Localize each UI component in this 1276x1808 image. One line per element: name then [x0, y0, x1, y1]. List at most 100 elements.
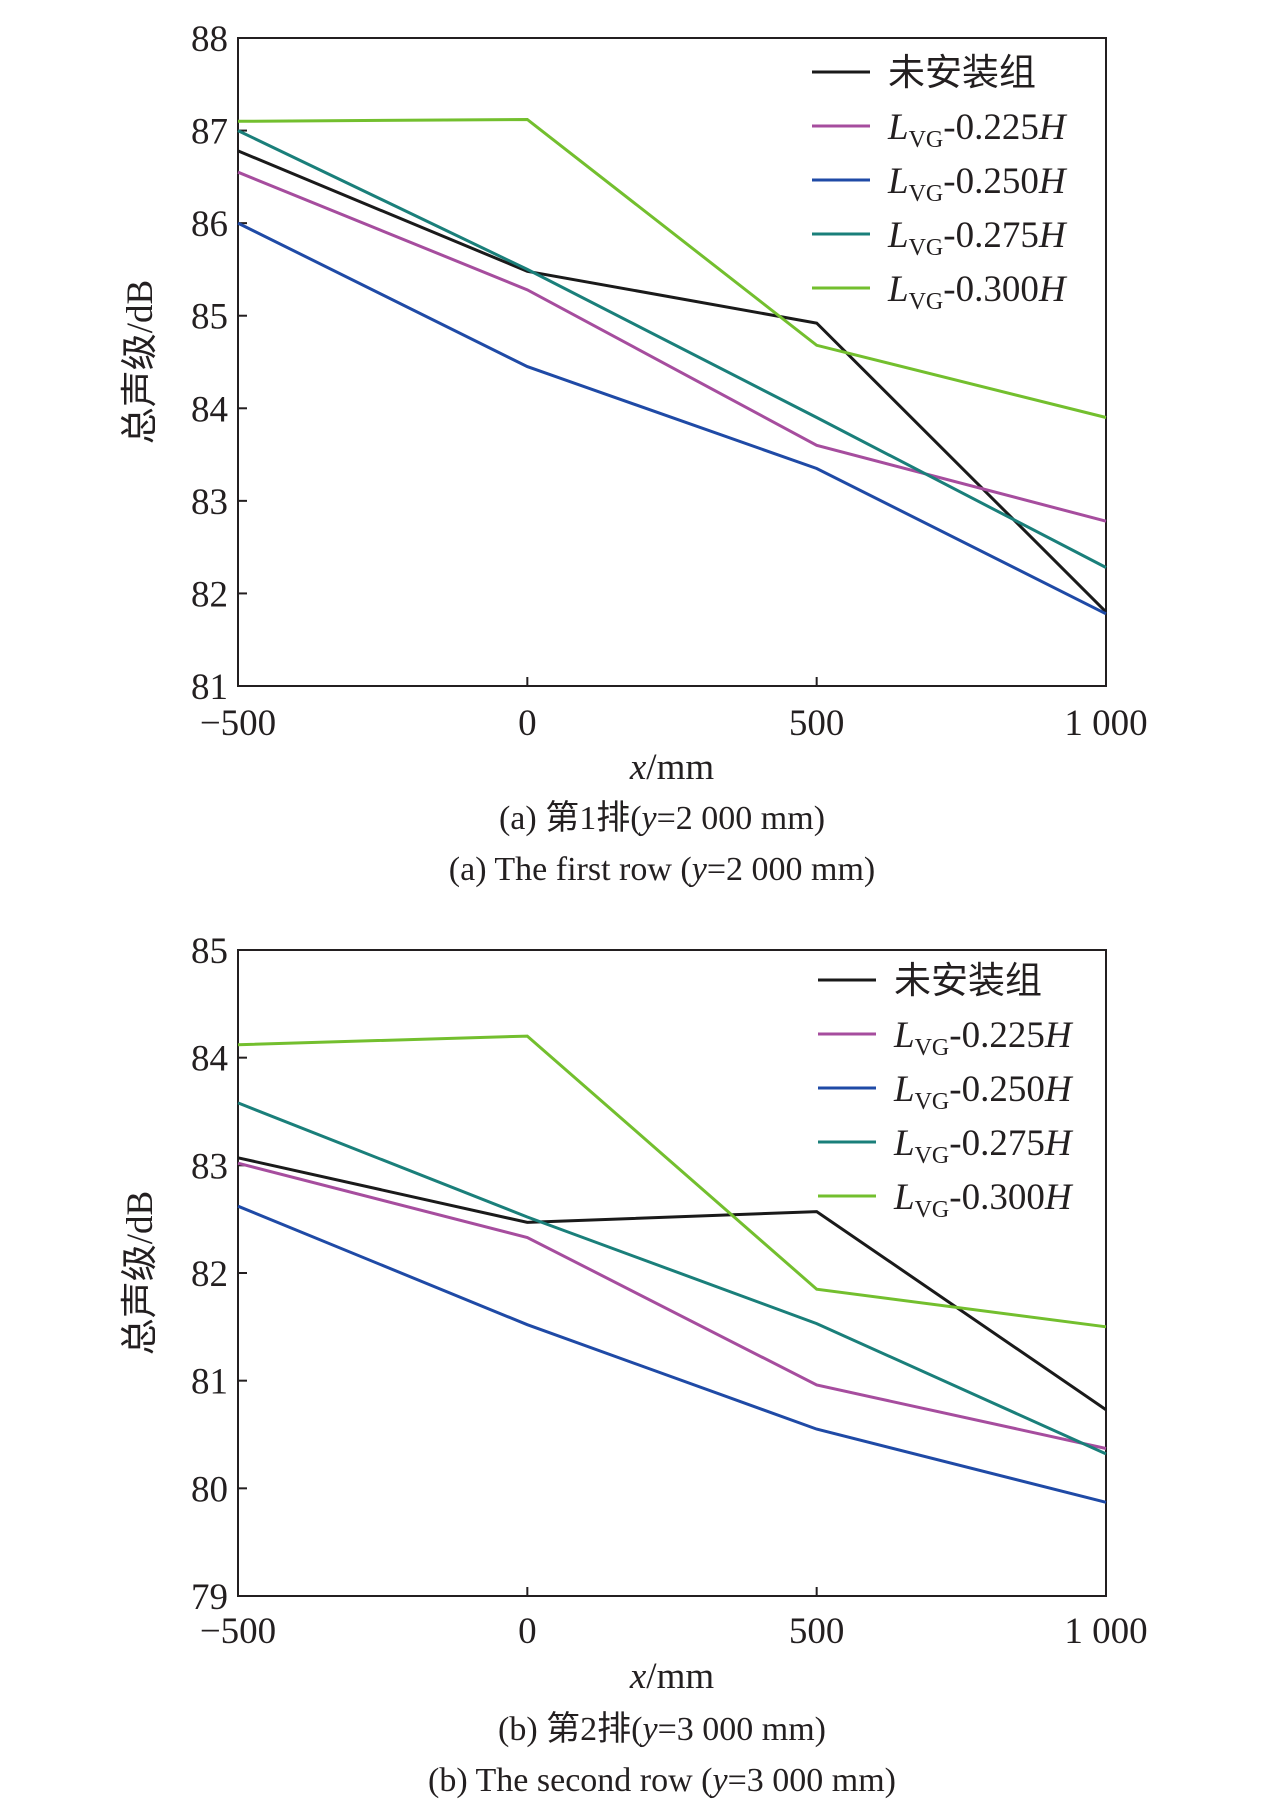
y-tick-label: 79 [191, 1577, 228, 1618]
series-line-3 [237, 129, 1107, 569]
x-tick-label: 500 [789, 703, 845, 744]
legend-label: LVG-0.225H [893, 1015, 1074, 1061]
legend-label-var: H [1044, 1177, 1074, 1218]
legend-label-main: L [893, 1123, 915, 1164]
y-axis-title: 总声级/dB [119, 1191, 161, 1355]
y-tick-label: 84 [191, 1039, 228, 1080]
caption-en-suffix: =2 000 mm) [707, 851, 875, 888]
legend-label-var: H [1038, 269, 1068, 310]
caption-cn: (b) 第2排(y=3 000 mm) [498, 1710, 826, 1748]
legend-label-sub: VG [915, 1197, 950, 1223]
legend-label: LVG-0.275H [893, 1123, 1074, 1169]
legend-label-tail: -0.225 [949, 1015, 1045, 1056]
chart-1: 79 80 81 82 83 84 85 −500 0 500 1 000 x/mm 总声级/dB 未安装… [119, 931, 1148, 1799]
legend-label-tail: -0.300 [949, 1177, 1045, 1218]
legend: 未安装组LVG-0.225HLVG-0.250HLVG-0.275HLVG-0.… [818, 960, 1074, 1223]
x-axis-var: x [629, 1656, 647, 1697]
x-tick-label: 1 000 [1064, 703, 1147, 744]
caption-en-prefix: (b) The second row ( [428, 1762, 713, 1799]
legend-label: LVG-0.300H [893, 1177, 1074, 1223]
legend-label-tail: -0.300 [943, 269, 1039, 310]
x-axis-title: x/mm [629, 1656, 714, 1697]
legend-label: LVG-0.225H [887, 107, 1068, 153]
legend-label-tail: -0.275 [949, 1123, 1045, 1164]
y-tick-label: 85 [191, 297, 228, 338]
legend-label: LVG-0.275H [887, 215, 1068, 261]
legend-label-main: L [887, 161, 909, 202]
legend-label-main: L [893, 1069, 915, 1110]
caption-cn-suffix: =3 000 mm) [658, 1711, 826, 1748]
legend-label: LVG-0.300H [887, 269, 1068, 315]
caption-cn: (a) 第1排(y=2 000 mm) [499, 799, 825, 837]
caption-en: (b) The second row (y=3 000 mm) [428, 1762, 896, 1799]
caption-en: (a) The first row (y=2 000 mm) [449, 851, 875, 888]
series-line-0 [237, 149, 1108, 613]
caption-en-var: y [689, 851, 708, 888]
plot-frame [237, 37, 1107, 687]
caption-en-suffix: =3 000 mm) [728, 1762, 896, 1799]
y-tick-label: 84 [191, 389, 228, 430]
caption-cn-var: y [639, 800, 658, 837]
legend-label-sub: VG [909, 235, 944, 261]
legend-label-sub: VG [909, 289, 944, 315]
y-tick-label: 86 [191, 204, 228, 245]
series-line-1 [237, 1161, 1107, 1450]
legend-label-sub: VG [909, 181, 944, 207]
legend-label-main: L [887, 269, 909, 310]
legend-label-tail: -0.250 [949, 1069, 1045, 1110]
y-axis-title: 总声级/dB [119, 280, 161, 444]
legend-label-main: L [887, 107, 909, 148]
legend-label-tail: -0.225 [943, 107, 1039, 148]
legend-label: LVG-0.250H [887, 161, 1068, 207]
x-tick-label: 0 [518, 1611, 537, 1652]
caption-cn-prefix: (a) 第1排( [499, 799, 642, 837]
legend-label-var: H [1044, 1069, 1074, 1110]
legend-label-sub: VG [915, 1089, 950, 1115]
caption-cn-suffix: =2 000 mm) [657, 800, 825, 837]
legend-label-sub: VG [915, 1035, 950, 1061]
y-tick-label: 82 [191, 574, 228, 615]
series-line-2 [237, 1204, 1107, 1504]
caption-cn-var: y [639, 1711, 658, 1748]
legend-label-tail: -0.275 [943, 215, 1039, 256]
legend-label-var: H [1044, 1123, 1074, 1164]
y-tick-label: 83 [191, 482, 228, 523]
x-tick-label: 500 [789, 1611, 845, 1652]
y-tick-label: 81 [191, 667, 228, 708]
x-axis-title: x/mm [629, 747, 714, 788]
legend-label: 未安装组 [894, 960, 1042, 1002]
caption-en-var: y [710, 1762, 729, 1799]
legend-label-var: H [1038, 161, 1068, 202]
series-line-4 [237, 117, 1107, 419]
x-tick-label: 0 [518, 703, 537, 744]
x-tick-label: −500 [200, 703, 276, 744]
legend-label-sub: VG [909, 127, 944, 153]
caption-cn-prefix: (b) 第2排( [498, 1710, 642, 1748]
y-tick-label: 83 [191, 1146, 228, 1187]
legend-label-main: 未安装组 [894, 960, 1042, 1002]
x-axis-unit: /mm [646, 1656, 714, 1697]
legend-label: LVG-0.250H [893, 1069, 1074, 1115]
legend-label-var: H [1038, 215, 1068, 256]
legend-label-sub: VG [915, 1143, 950, 1169]
x-tick-label: 1 000 [1064, 1611, 1147, 1652]
legend-label-main: L [887, 215, 909, 256]
x-tick-label: −500 [200, 1611, 276, 1652]
legend-label-main: L [893, 1015, 915, 1056]
series-line-1 [237, 170, 1107, 523]
legend-label-main: L [893, 1177, 915, 1218]
legend-label-tail: -0.250 [943, 161, 1039, 202]
x-axis-unit: /mm [646, 747, 714, 788]
series-line-0 [237, 1156, 1107, 1411]
legend: 未安装组LVG-0.225HLVG-0.250HLVG-0.275HLVG-0.… [812, 52, 1068, 315]
y-tick-label: 85 [191, 931, 228, 972]
x-axis-var: x [629, 747, 647, 788]
legend-label-main: 未安装组 [888, 52, 1036, 94]
legend-label: 未安装组 [888, 52, 1036, 94]
y-tick-label: 88 [191, 19, 228, 60]
series-line-2 [237, 221, 1107, 616]
series-line-4 [237, 1034, 1107, 1329]
chart-0: 81 82 83 84 85 86 87 88 −500 0 500 1 000 x/mm 总声级/dB 未… [119, 19, 1148, 888]
series-line-3 [237, 1101, 1107, 1456]
